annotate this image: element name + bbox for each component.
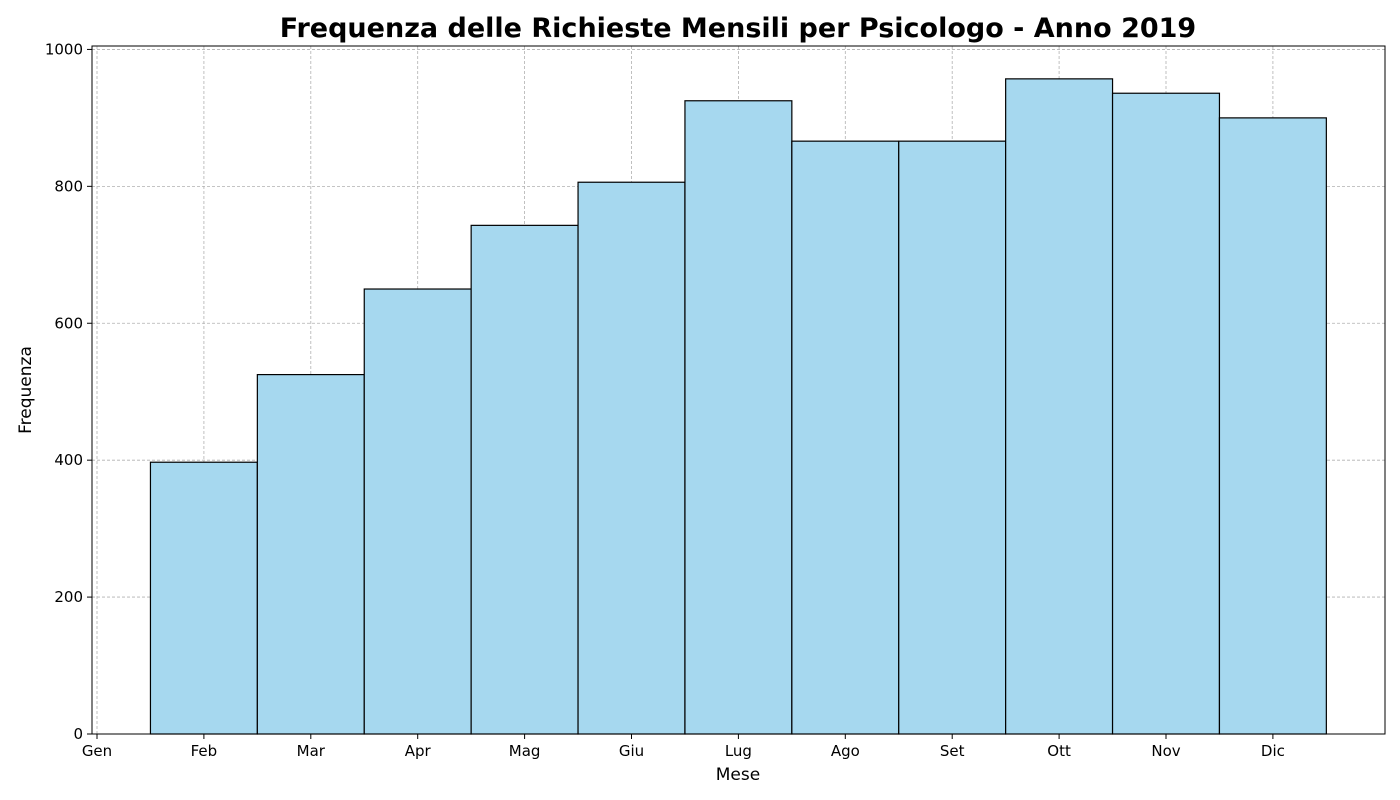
x-tick-label: Gen — [82, 742, 112, 760]
y-axis-label: Frequenza — [16, 346, 36, 434]
bar-mar — [256, 373, 365, 735]
x-tick-label: Ott — [1047, 742, 1071, 760]
bar-ago — [791, 140, 900, 735]
bars — [149, 78, 1327, 735]
x-tick-label: Dic — [1261, 742, 1285, 760]
x-tick-label: Lug — [725, 742, 752, 760]
bar-ott — [1005, 78, 1114, 735]
x-tick-label: Nov — [1151, 742, 1180, 760]
x-tick-label: Feb — [191, 742, 218, 760]
bar-mag — [470, 224, 579, 735]
x-tick-label: Mag — [509, 742, 541, 760]
y-tick-label: 600 — [54, 314, 83, 332]
bar-set — [898, 140, 1007, 735]
y-tick-label: 400 — [54, 451, 83, 469]
ticks: Gen Feb Mar Apr Mag Giu Lug Ago Set Ott Nov Dic 0 200… — [45, 40, 1285, 760]
bar-giu — [577, 181, 686, 735]
x-tick-label: Set — [940, 742, 965, 760]
x-tick-label: Mar — [297, 742, 326, 760]
x-tick-label: Ago — [831, 742, 860, 760]
bar-lug — [684, 100, 793, 735]
chart-title: Frequenza delle Richieste Mensili per Ps… — [280, 13, 1196, 44]
bar-nov — [1111, 92, 1221, 735]
y-tick-label: 1000 — [45, 40, 83, 58]
y-tick-label: 200 — [54, 588, 83, 606]
bar-feb — [149, 461, 258, 735]
x-tick-label: Giu — [619, 742, 644, 760]
y-tick-label: 800 — [54, 177, 83, 195]
x-axis-label: Mese — [716, 765, 760, 785]
bar-apr — [363, 288, 472, 735]
bar-dic — [1218, 117, 1327, 735]
x-tick-label: Apr — [405, 742, 432, 760]
y-tick-label: 0 — [73, 725, 83, 743]
